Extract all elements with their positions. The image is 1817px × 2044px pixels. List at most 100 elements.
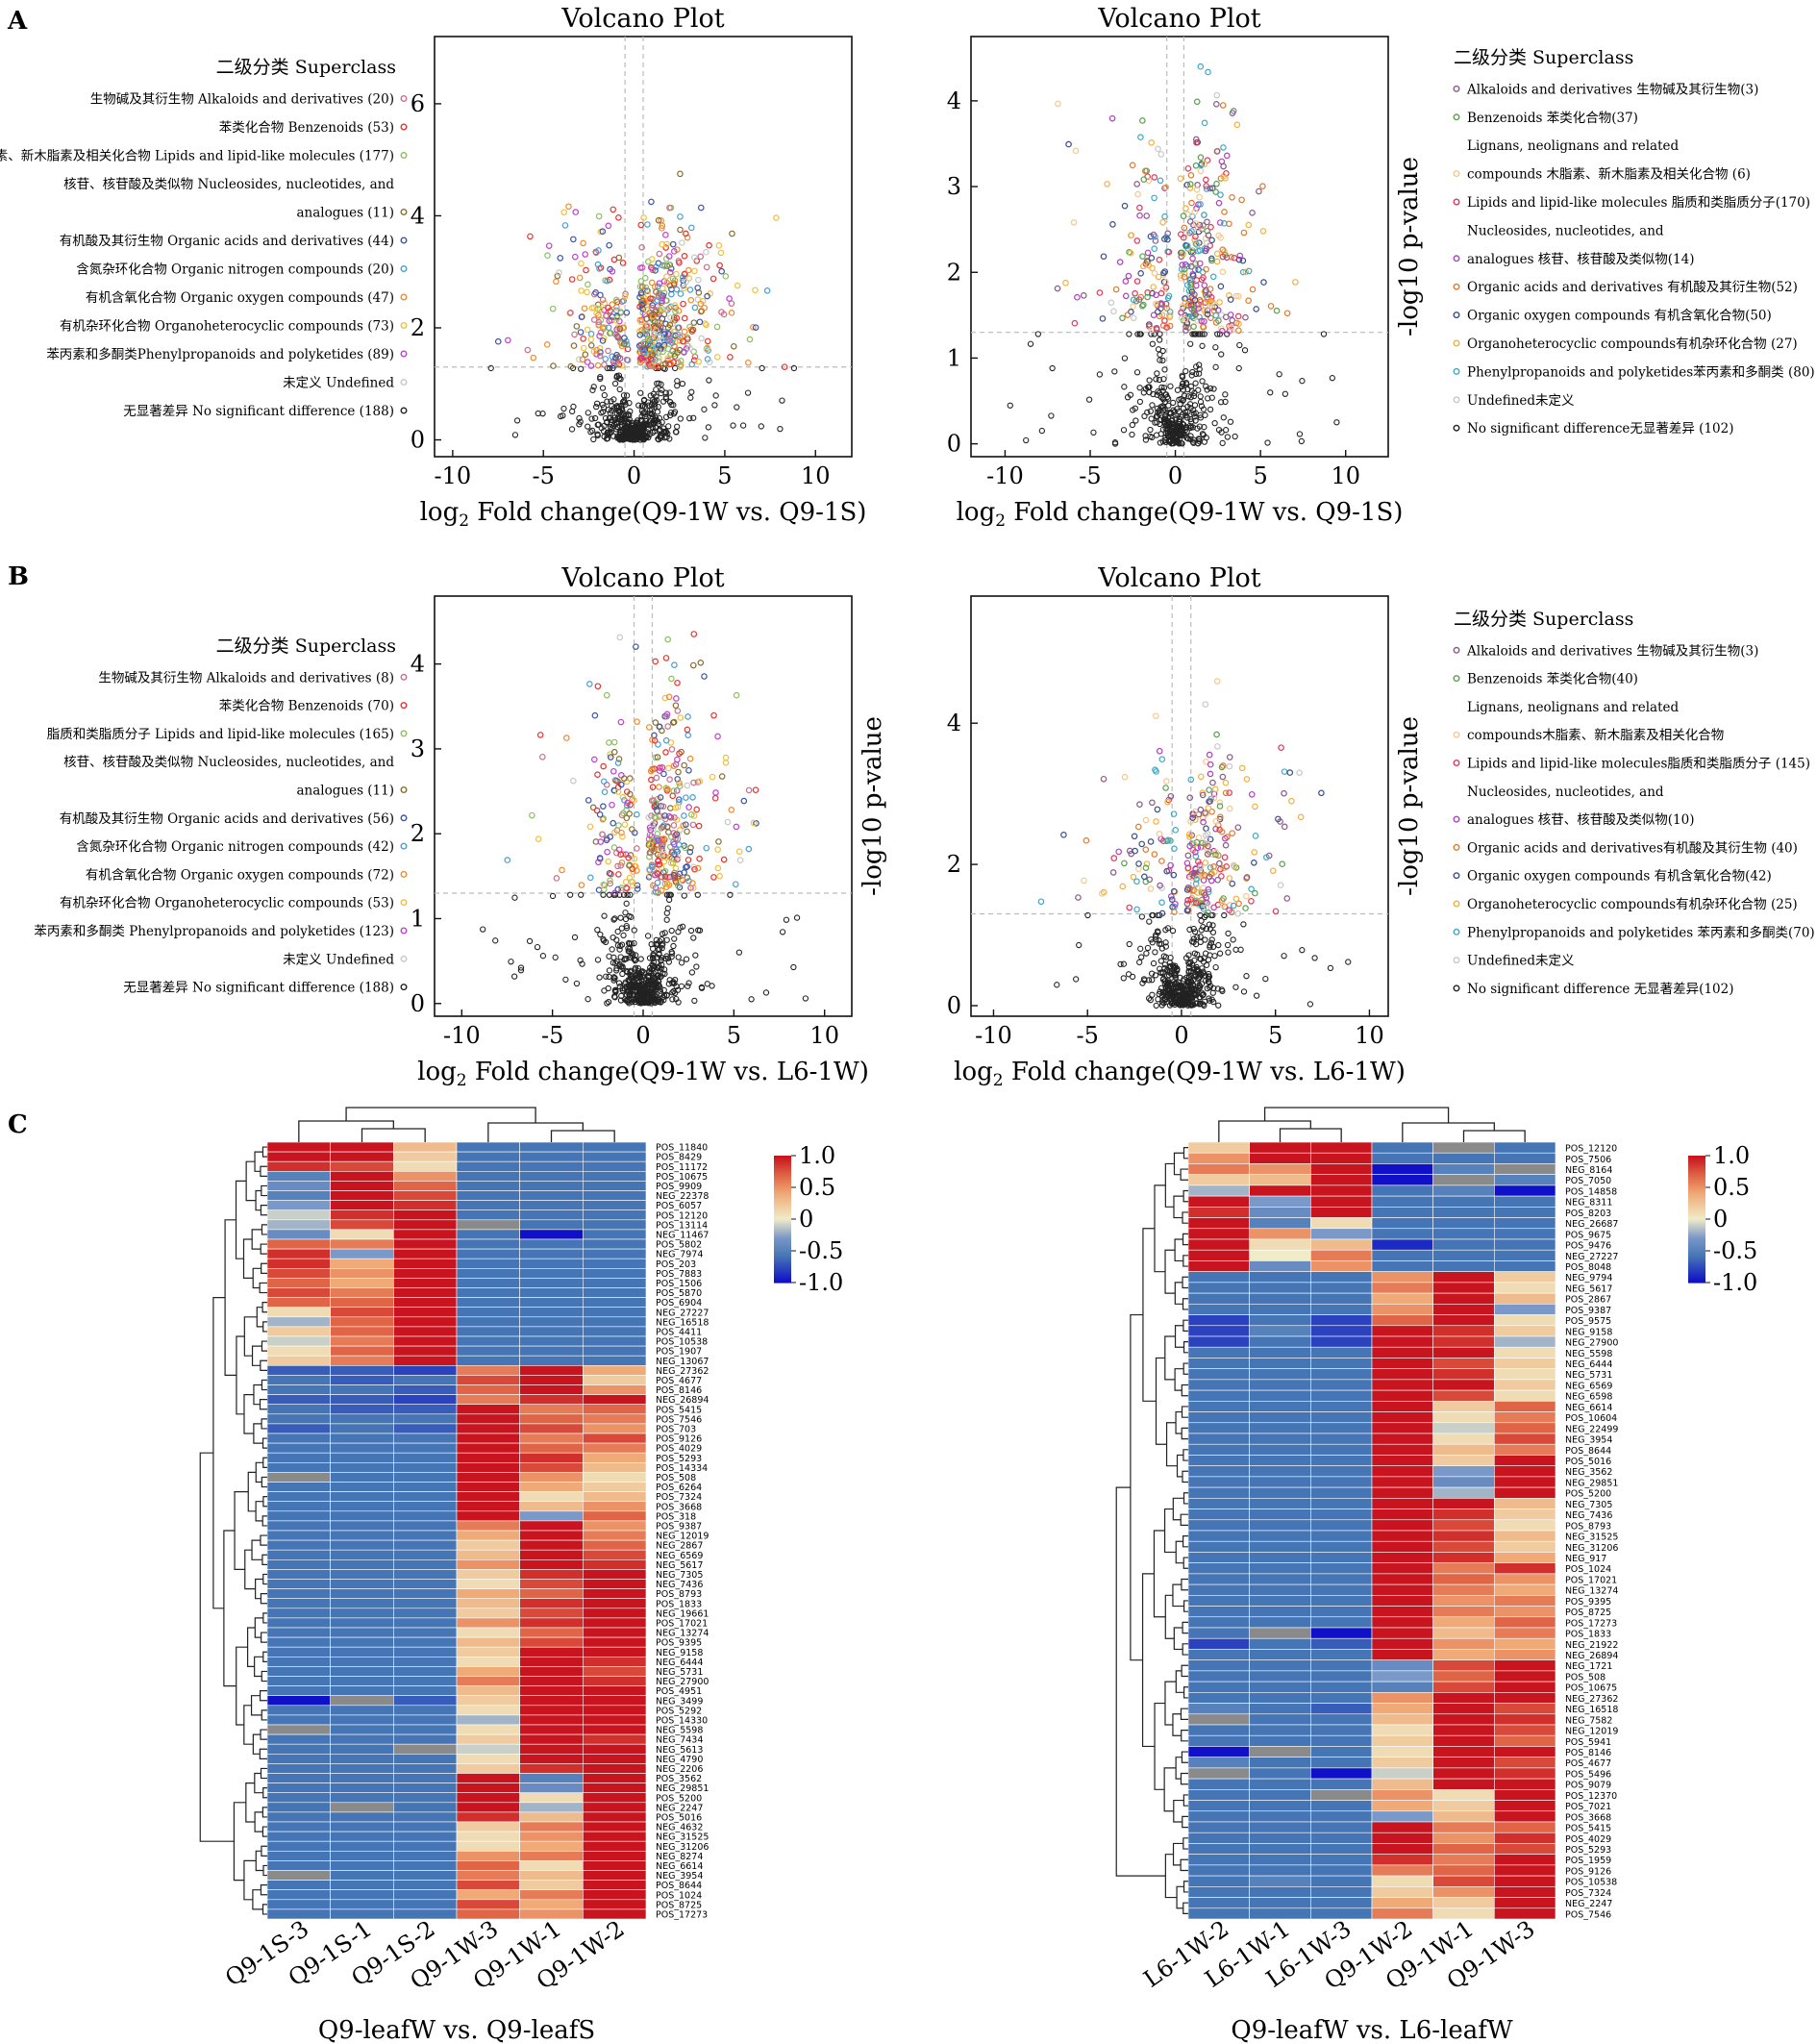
significant-point — [677, 333, 684, 340]
x-tick-label: -5 — [533, 462, 555, 489]
nonsignificant-point — [633, 424, 639, 431]
heatmap-cell — [393, 1394, 458, 1405]
heatmap-cell — [1432, 1659, 1495, 1672]
significant-point — [1206, 786, 1212, 793]
significant-point — [683, 230, 689, 237]
nonsignificant-point — [562, 976, 569, 984]
colorbar-tick-label: -1.0 — [799, 1269, 843, 1296]
heatmap-cell — [583, 1657, 647, 1667]
significant-point — [606, 739, 612, 746]
heatmap-cell — [393, 1238, 458, 1250]
significant-point — [1219, 327, 1226, 335]
heatmap-cell — [456, 1608, 520, 1619]
nonsignificant-point — [1243, 973, 1250, 980]
plot-frame — [434, 595, 853, 1017]
heatmap-cell — [456, 1355, 520, 1366]
nonsignificant-point — [712, 392, 719, 399]
significant-point — [585, 681, 593, 687]
nonsignificant-point — [1201, 331, 1207, 337]
heatmap-cell — [456, 1248, 520, 1259]
significant-point — [1213, 731, 1220, 738]
significant-point — [626, 775, 634, 782]
nonsignificant-point — [508, 959, 514, 965]
row-label: POS_5941 — [1565, 1737, 1611, 1748]
legend-entry: No significant difference 无显著差异(102) — [1467, 982, 1733, 997]
heatmap-cell — [519, 1268, 584, 1279]
nonsignificant-point — [1150, 960, 1157, 967]
row-label: POS_9395 — [1565, 1597, 1611, 1608]
significant-point — [710, 874, 717, 881]
nonsignificant-point — [641, 429, 648, 436]
heatmap-cell — [456, 1462, 520, 1473]
dendrogram-branch — [262, 1651, 267, 1662]
heatmap-cell — [583, 1307, 647, 1318]
heatmap-cell — [1494, 1713, 1556, 1726]
heatmap-cell — [1249, 1401, 1311, 1412]
significant-point — [570, 777, 577, 785]
nonsignificant-point — [623, 900, 630, 907]
y-tick-label: 4 — [947, 87, 961, 114]
dendrogram-branch — [243, 1859, 257, 1901]
heatmap-cell — [1310, 1195, 1373, 1208]
heatmap-cell — [330, 1666, 394, 1677]
heatmap-cell — [456, 1530, 520, 1541]
significant-point — [1216, 299, 1223, 306]
nonsignificant-point — [627, 968, 634, 976]
significant-point — [1164, 294, 1172, 302]
legend-marker — [400, 123, 408, 131]
significant-point — [752, 324, 759, 331]
legend-entry: Organic acids and derivatives有机酸及其衍生物 (4… — [1467, 840, 1798, 856]
significant-point — [1202, 247, 1209, 255]
heatmap-cell — [330, 1821, 394, 1832]
heatmap-cell — [1371, 1767, 1433, 1780]
row-label: NEG_6598 — [1565, 1392, 1612, 1403]
heatmap-cell — [330, 1423, 394, 1434]
heatmap-cell — [1494, 1498, 1556, 1509]
nonsignificant-point — [693, 963, 700, 970]
heatmap-cell — [583, 1171, 647, 1182]
scatter-points — [1037, 678, 1352, 1010]
heatmap-cell — [456, 1297, 520, 1308]
x-tick-label: 10 — [801, 462, 831, 489]
nonsignificant-point — [735, 949, 743, 956]
nonsignificant-point — [1241, 347, 1249, 354]
heatmap-cell — [266, 1433, 331, 1444]
nonsignificant-point — [1142, 436, 1150, 443]
heatmap-cell — [1494, 1746, 1556, 1757]
heatmap-cell — [1249, 1681, 1311, 1693]
x-tick-label: 0 — [627, 462, 641, 489]
nonsignificant-point — [1129, 421, 1136, 429]
nonsignificant-point — [1160, 953, 1167, 960]
nonsignificant-point — [663, 910, 670, 916]
nonsignificant-point — [613, 405, 620, 411]
row-label: NEG_6614 — [1565, 1403, 1612, 1413]
nonsignificant-point — [1143, 950, 1150, 957]
nonsignificant-point — [576, 414, 583, 422]
significant-point — [1191, 209, 1198, 216]
dendrogram-branch — [259, 1399, 267, 1410]
significant-point — [1192, 881, 1200, 887]
heatmap-cell — [519, 1433, 584, 1444]
significant-point — [1139, 253, 1146, 260]
significant-point — [1192, 240, 1200, 247]
significant-point — [1112, 286, 1120, 293]
nonsignificant-point — [1126, 331, 1133, 337]
heatmap-cell — [1432, 1778, 1495, 1790]
nonsignificant-point — [1197, 938, 1204, 946]
significant-point — [621, 821, 629, 828]
significant-point — [744, 359, 752, 366]
significant-point — [1121, 202, 1129, 210]
heatmap-cell — [519, 1423, 584, 1434]
significant-point — [1208, 808, 1215, 815]
heatmap-cell — [519, 1705, 584, 1716]
significant-point — [1133, 278, 1141, 285]
nonsignificant-point — [666, 977, 673, 984]
heatmap-cell — [393, 1733, 458, 1745]
significant-point — [663, 273, 670, 280]
heatmap-cell — [519, 1472, 584, 1483]
nonsignificant-point — [1181, 986, 1187, 993]
significant-point — [605, 324, 612, 332]
nonsignificant-point — [762, 989, 770, 996]
